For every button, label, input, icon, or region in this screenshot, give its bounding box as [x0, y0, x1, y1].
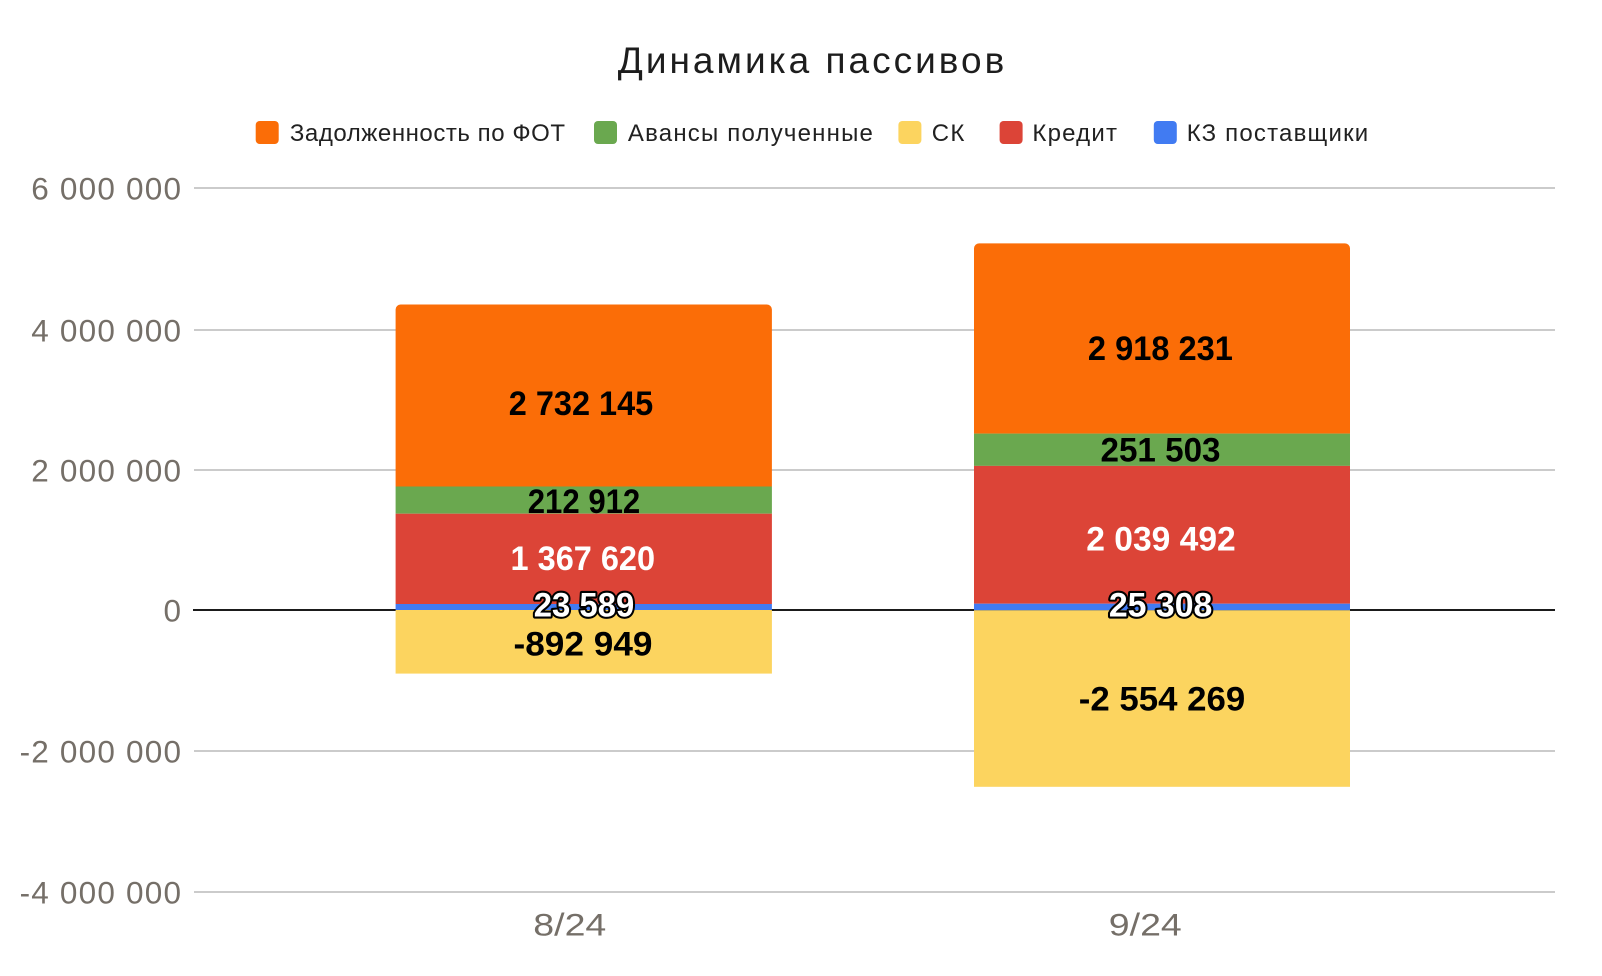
svg-text:Динамика пассивов: Динамика пассивов	[618, 40, 1007, 81]
svg-text:8/24: 8/24	[533, 907, 606, 943]
svg-text:251 503: 251 503	[1101, 431, 1221, 469]
svg-text:КЗ поставщики: КЗ поставщики	[1187, 120, 1370, 147]
svg-text:-2 554 269: -2 554 269	[1079, 680, 1246, 718]
svg-text:212 912: 212 912	[528, 483, 641, 521]
svg-text:-4 000 000: -4 000 000	[20, 875, 183, 911]
svg-text:Задолженность по ФОТ: Задолженность по ФОТ	[290, 120, 566, 147]
svg-text:-2 000 000: -2 000 000	[20, 734, 183, 770]
svg-text:Авансы полученные: Авансы полученные	[628, 120, 874, 147]
svg-text:6 000 000: 6 000 000	[31, 171, 182, 207]
svg-text:Кредит: Кредит	[1032, 120, 1118, 147]
svg-text:9/24: 9/24	[1109, 907, 1182, 943]
svg-text:-892 949: -892 949	[514, 625, 653, 663]
svg-text:2 039 492: 2 039 492	[1086, 520, 1236, 558]
svg-text:1 367 620: 1 367 620	[511, 540, 656, 578]
svg-text:2 732 145: 2 732 145	[509, 385, 654, 423]
svg-text:2 000 000: 2 000 000	[31, 453, 182, 489]
svg-text:0: 0	[163, 593, 182, 629]
svg-text:СК: СК	[932, 120, 966, 147]
svg-text:25 308: 25 308	[1109, 586, 1213, 624]
svg-text:2 918 231: 2 918 231	[1088, 330, 1233, 368]
svg-text:23 589: 23 589	[534, 587, 635, 625]
svg-text:4 000 000: 4 000 000	[31, 313, 182, 349]
